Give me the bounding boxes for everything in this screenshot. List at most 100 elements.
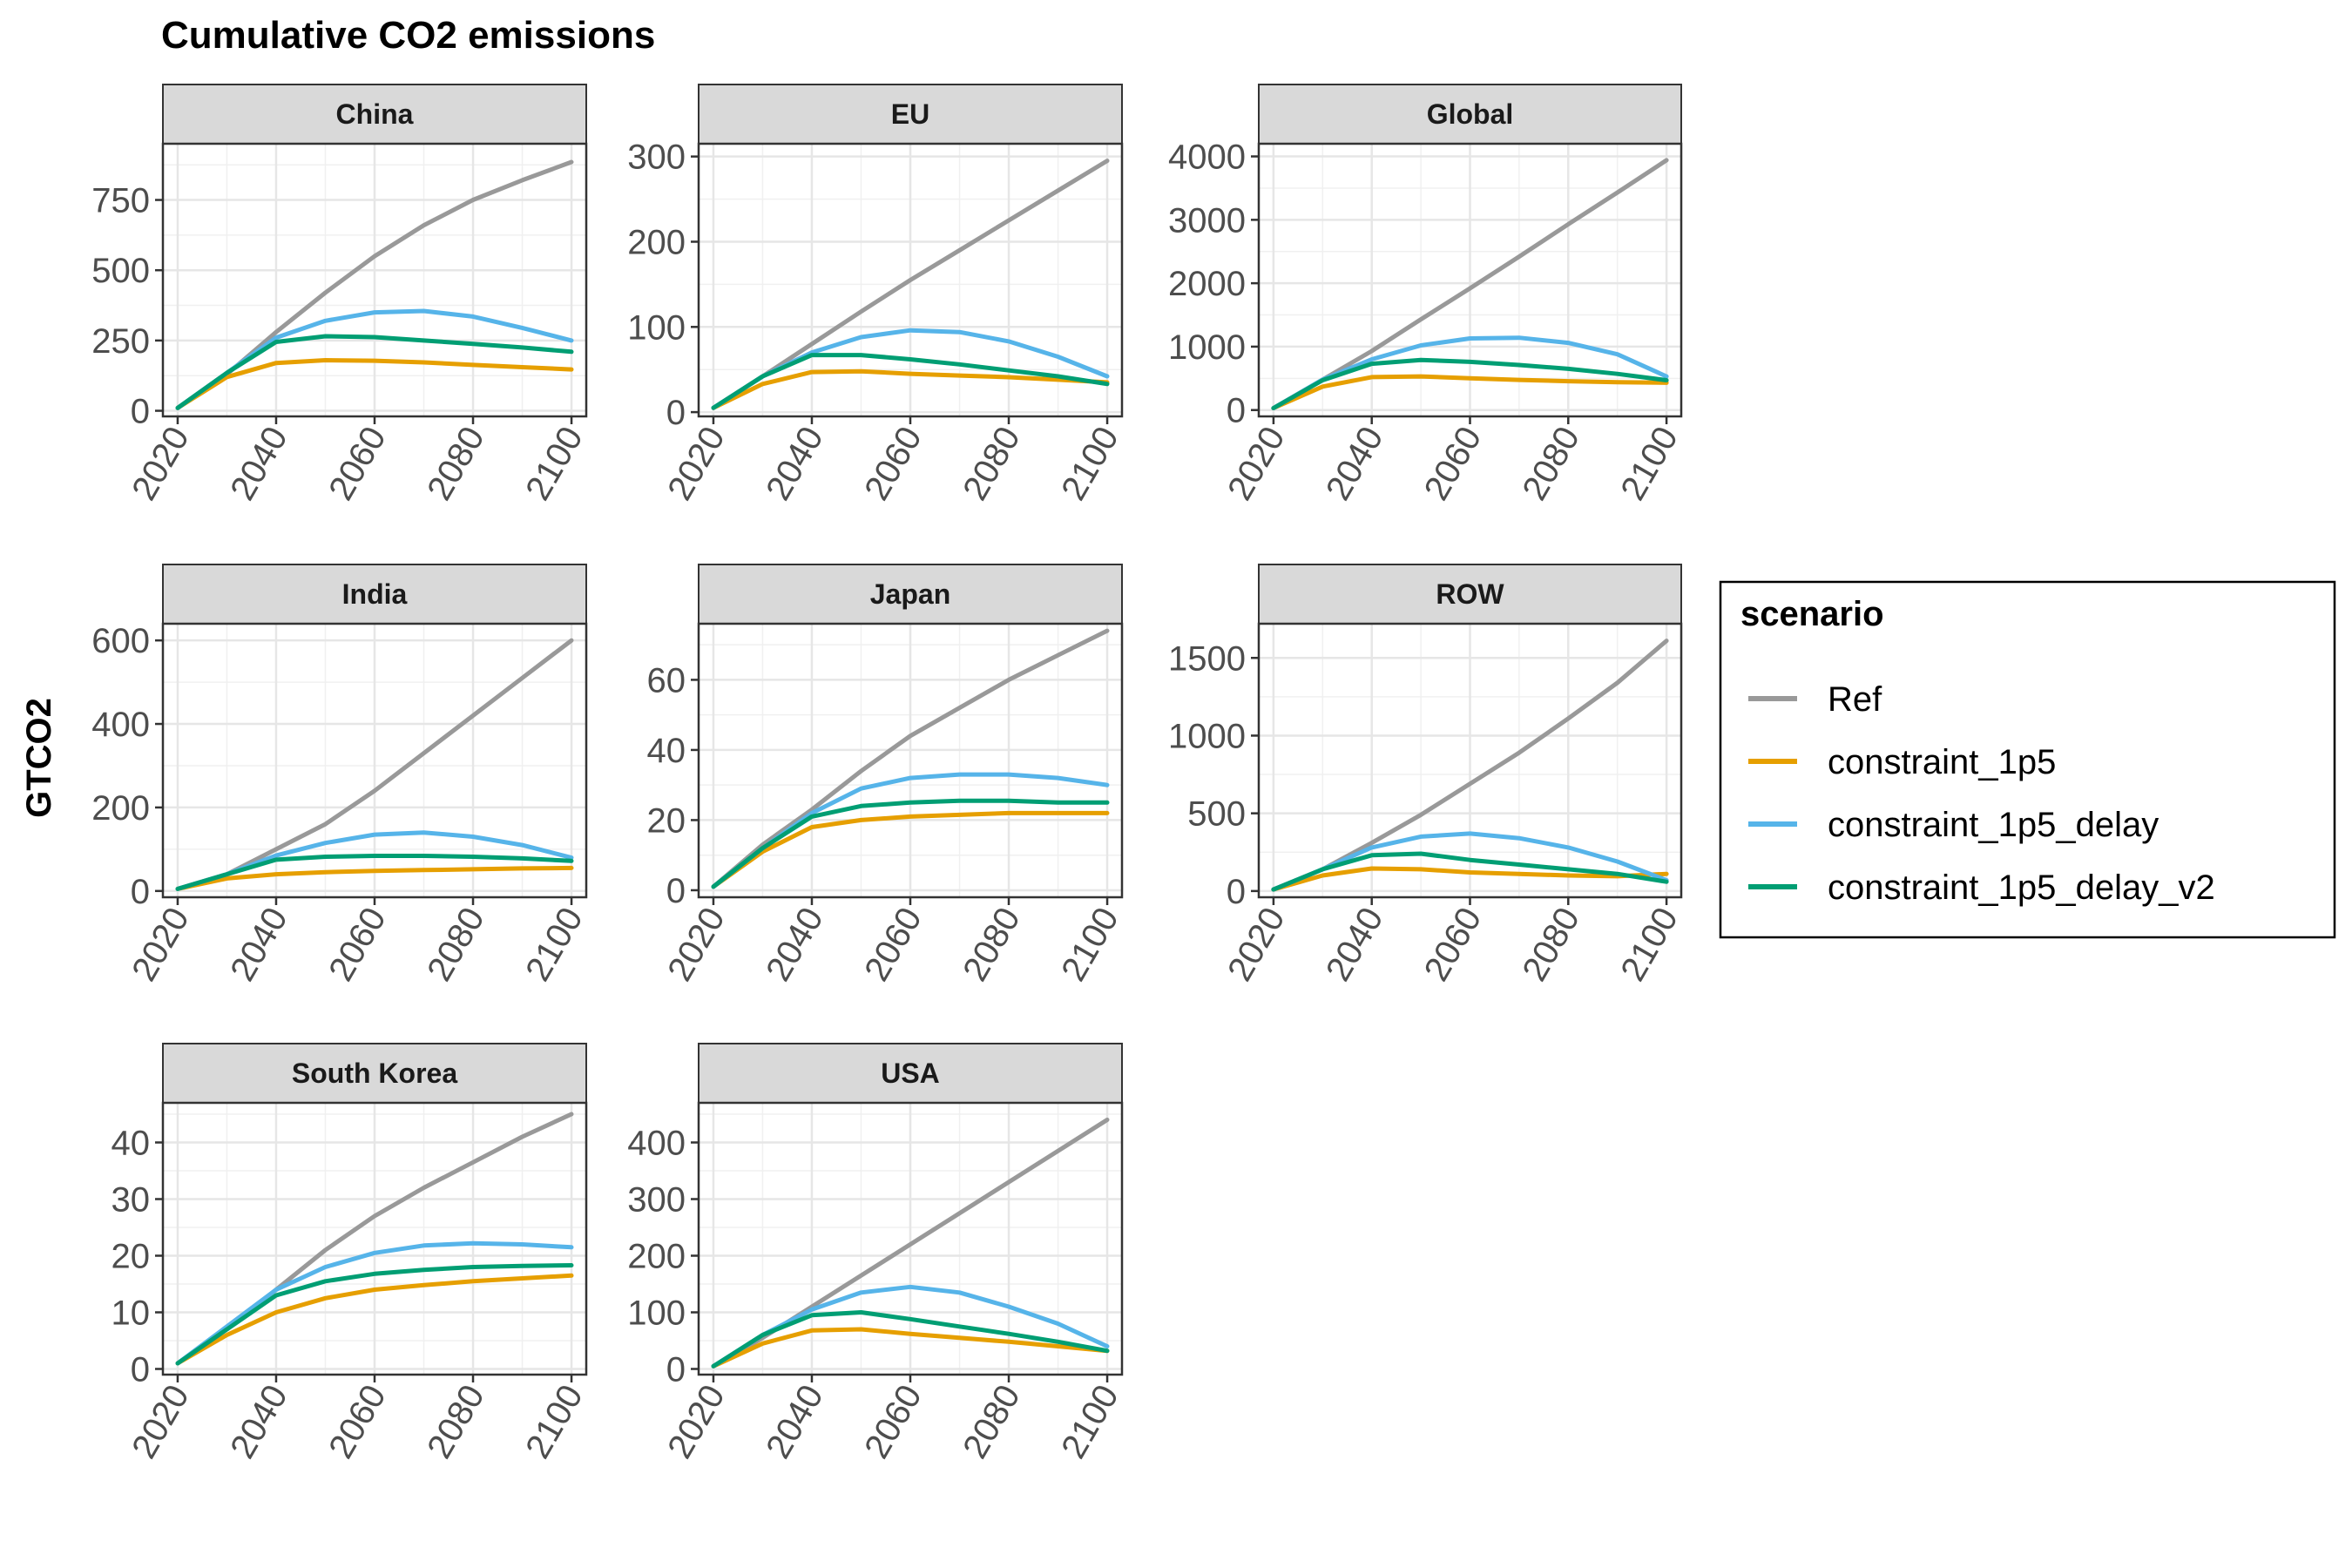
facet-panel: South Korea 0 10 20 30 40 2020 2040 2060 2080 2100 [112, 1043, 591, 1465]
facet-panel: EU 0 100 200 300 2020 2040 2060 2080 2100 [627, 84, 1126, 507]
y-tick-label: 300 [627, 139, 686, 177]
facet-panel: USA 0 100 200 300 400 2020 2040 2060 2080 2100 [627, 1043, 1126, 1465]
legend-entry-label: constraint_1p5_delay [1828, 806, 2159, 844]
x-tick-label: 2080 [420, 902, 492, 988]
facet-strip [698, 564, 1123, 625]
facet-strip [162, 1043, 587, 1104]
x-tick-label: 2100 [1613, 421, 1686, 507]
x-tick-label: 2060 [857, 902, 929, 988]
x-tick-label: 2060 [857, 1379, 929, 1465]
y-tick-label: 4000 [1168, 139, 1246, 177]
x-tick-label: 2040 [223, 421, 295, 507]
x-tick-label: 2060 [321, 902, 394, 988]
x-tick-label: 2080 [956, 1379, 1028, 1465]
x-tick-label: 2060 [857, 421, 929, 507]
facet-strip-label: Global [1427, 98, 1514, 130]
y-tick-label: 1500 [1168, 639, 1246, 678]
y-tick-label: 0 [131, 873, 150, 911]
y-tick-label: 40 [647, 732, 686, 770]
x-tick-label: 2060 [321, 1379, 394, 1465]
y-tick-label: 0 [666, 1351, 686, 1389]
facet-strip-label: China [336, 98, 414, 130]
series-line [711, 810, 1110, 889]
y-tick-label: 10 [112, 1294, 151, 1333]
y-tick-label: 0 [131, 393, 150, 431]
series-line [711, 1310, 1110, 1369]
x-tick-label: 2020 [1220, 421, 1293, 507]
x-tick-label: 2020 [660, 421, 733, 507]
series-line [1271, 866, 1669, 892]
legend-box [1719, 580, 2336, 939]
y-tick-label: 20 [112, 1238, 151, 1276]
x-tick-label: 2020 [1220, 902, 1293, 988]
x-tick-label: 2080 [956, 902, 1028, 988]
x-tick-label: 2100 [518, 421, 591, 507]
x-tick-label: 2020 [125, 1379, 197, 1465]
chart-title: Cumulative CO2 emissions [161, 14, 655, 57]
x-tick-label: 2040 [223, 902, 295, 988]
series-line [175, 854, 574, 891]
y-tick-label: 500 [1187, 795, 1246, 834]
series-line [1271, 831, 1669, 892]
legend: scenario Ref constraint_1p5 constraint_1p5_… [1719, 580, 2336, 939]
facet-strip [698, 84, 1123, 145]
facet-strip [1258, 564, 1682, 625]
x-tick-label: 2100 [1613, 902, 1686, 988]
series-line [175, 865, 574, 891]
x-tick-label: 2080 [1515, 421, 1587, 507]
x-tick-label: 2040 [1319, 421, 1391, 507]
series-line [1271, 374, 1669, 410]
y-tick-label: 200 [91, 789, 150, 828]
x-tick-label: 2040 [759, 902, 831, 988]
x-tick-label: 2080 [420, 421, 492, 507]
legend-entry-label: constraint_1p5_delay_v2 [1828, 868, 2215, 907]
x-tick-label: 2100 [1054, 1379, 1126, 1465]
x-tick-label: 2080 [956, 421, 1028, 507]
y-tick-label: 0 [666, 872, 686, 910]
y-tick-label: 20 [647, 801, 686, 840]
x-tick-label: 2080 [1515, 902, 1587, 988]
y-tick-label: 200 [627, 223, 686, 261]
facet-panel: ROW 0 500 1000 1500 2020 2040 2060 2080 2100 [1168, 564, 1686, 988]
x-tick-label: 2020 [660, 1379, 733, 1465]
facet-strip-label: ROW [1436, 578, 1504, 610]
x-tick-label: 2100 [518, 902, 591, 988]
x-tick-label: 2020 [125, 421, 197, 507]
x-tick-label: 2040 [759, 1379, 831, 1465]
y-tick-label: 0 [131, 1351, 150, 1389]
facet-strip [162, 84, 587, 145]
facet-strip-label: Japan [870, 578, 950, 610]
x-tick-label: 2040 [759, 421, 831, 507]
legend-entry-label: constraint_1p5 [1828, 743, 2056, 781]
y-tick-label: 1000 [1168, 328, 1246, 367]
x-tick-label: 2100 [1054, 421, 1126, 507]
y-tick-label: 3000 [1168, 201, 1246, 240]
y-tick-label: 300 [627, 1181, 686, 1220]
y-tick-label: 0 [1227, 392, 1246, 430]
x-tick-label: 2080 [420, 1379, 492, 1465]
facet-strip-label: India [342, 578, 408, 610]
series-line [711, 353, 1110, 410]
x-tick-label: 2060 [1417, 902, 1490, 988]
series-line [1271, 851, 1669, 892]
y-tick-label: 400 [627, 1125, 686, 1163]
y-tick-label: 600 [91, 622, 150, 660]
x-tick-label: 2100 [518, 1379, 591, 1465]
x-tick-label: 2040 [1319, 902, 1391, 988]
series-line [175, 358, 574, 410]
series-line [711, 628, 1110, 889]
y-tick-label: 30 [112, 1181, 151, 1220]
y-tick-label: 500 [91, 252, 150, 290]
y-axis-label: GTCO2 [20, 698, 58, 818]
y-tick-label: 40 [112, 1125, 151, 1163]
series-line [1271, 158, 1669, 410]
facet-panel: Global 0 1000 2000 3000 4000 2020 2040 2060 2080 2… [1168, 84, 1686, 507]
x-tick-label: 2100 [1054, 902, 1126, 988]
series-line [175, 1240, 574, 1366]
legend-entry-label: Ref [1828, 680, 1882, 719]
y-tick-label: 750 [91, 182, 150, 220]
series-line [1271, 357, 1669, 410]
